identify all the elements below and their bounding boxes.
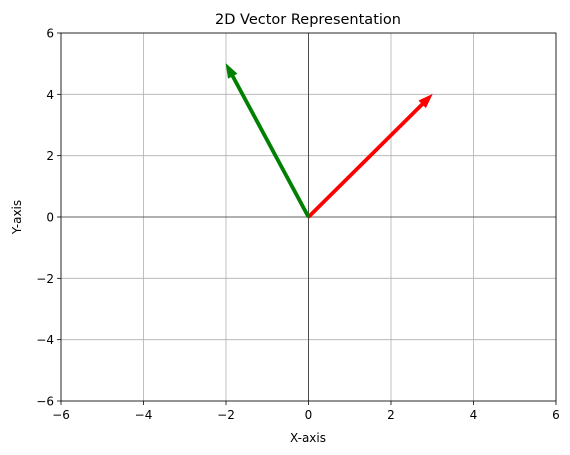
y-tick-label: −2: [36, 272, 54, 286]
y-tick-label: −6: [36, 395, 54, 409]
vector-arrow-1: [306, 93, 433, 219]
y-tick-label: −4: [36, 333, 54, 347]
x-tick-label: −4: [135, 408, 153, 422]
y-tick-label: 6: [46, 27, 54, 41]
x-tick-label: 4: [470, 408, 478, 422]
y-tick-label: 2: [46, 149, 54, 163]
x-tick-label: −2: [217, 408, 235, 422]
axis-ticks: −6 −4 −2 0 2 4 6 −6 −4 −2 0 2 4 6: [36, 27, 560, 423]
x-axis-label: X-axis: [290, 431, 326, 445]
chart-title: 2D Vector Representation: [215, 12, 401, 28]
y-tick-label: 4: [46, 88, 54, 102]
x-tick-label: 0: [305, 408, 313, 422]
x-tick-label: 2: [387, 408, 395, 422]
x-tick-label: −6: [52, 408, 70, 422]
y-tick-label: 0: [46, 211, 54, 225]
vector-arrow-2: [225, 63, 311, 219]
x-tick-label: 6: [552, 408, 560, 422]
vectors: [225, 63, 433, 219]
y-axis-label: Y-axis: [10, 200, 24, 235]
